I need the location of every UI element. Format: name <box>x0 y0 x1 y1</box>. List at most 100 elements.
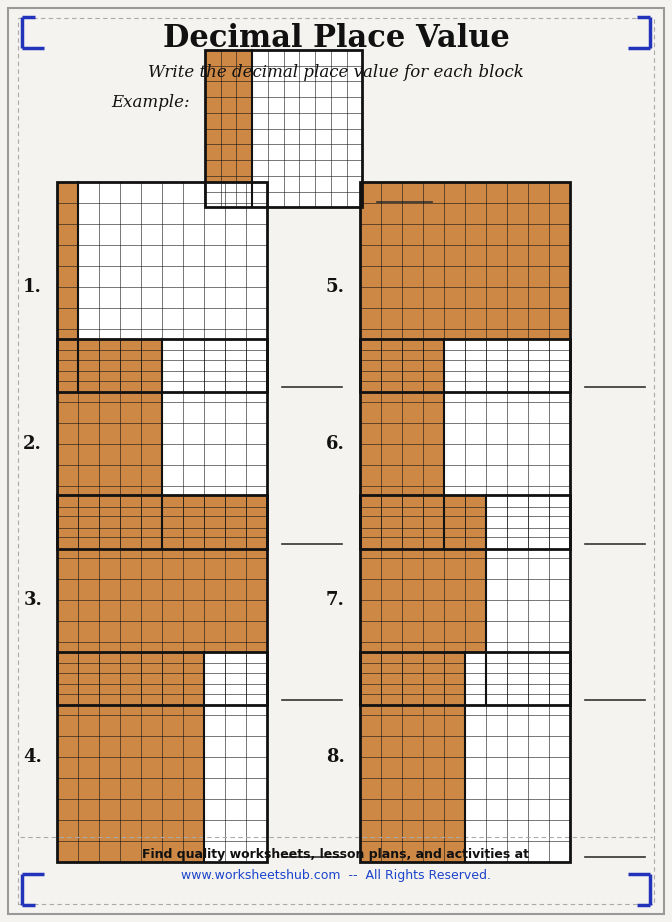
Bar <box>57 308 78 329</box>
Bar <box>99 643 120 663</box>
Bar <box>360 694 380 715</box>
Bar <box>183 495 204 516</box>
Bar <box>162 443 183 465</box>
Bar <box>315 160 331 176</box>
Bar <box>225 757 246 778</box>
Bar <box>485 778 507 799</box>
Bar <box>225 778 246 799</box>
Bar <box>183 778 204 799</box>
Bar <box>380 621 402 643</box>
Bar <box>360 820 380 841</box>
Bar <box>183 486 204 506</box>
Bar <box>464 516 485 538</box>
Bar <box>360 506 380 527</box>
Bar <box>225 371 246 392</box>
Bar <box>220 113 237 129</box>
Bar <box>507 841 528 862</box>
Bar <box>401 329 423 349</box>
Bar <box>548 495 570 516</box>
Bar <box>78 527 99 549</box>
Bar <box>360 495 569 705</box>
Bar <box>120 643 141 663</box>
Bar <box>162 579 183 600</box>
Bar <box>99 673 120 694</box>
Bar <box>401 538 423 559</box>
Bar <box>120 338 141 360</box>
Bar <box>183 516 204 538</box>
Bar <box>120 799 141 820</box>
Bar <box>401 841 423 862</box>
Bar <box>252 50 268 65</box>
Bar <box>360 652 569 862</box>
Bar <box>507 203 528 224</box>
Bar <box>141 527 162 549</box>
Bar <box>507 736 528 757</box>
Bar <box>444 465 464 486</box>
Bar <box>78 224 99 245</box>
Bar <box>548 381 570 402</box>
Bar <box>78 422 99 443</box>
Bar <box>485 673 507 694</box>
Bar <box>246 579 267 600</box>
Bar <box>380 559 402 579</box>
Bar <box>205 176 220 192</box>
Bar <box>548 820 570 841</box>
Bar <box>57 506 78 527</box>
Bar <box>444 621 464 643</box>
Bar <box>99 736 120 757</box>
Bar <box>183 287 204 308</box>
Bar <box>246 266 267 287</box>
Bar <box>507 465 528 486</box>
Bar <box>548 841 570 862</box>
Bar <box>347 129 362 145</box>
Bar <box>485 600 507 621</box>
Bar <box>380 694 402 715</box>
Bar <box>99 621 120 643</box>
Bar <box>246 600 267 621</box>
Bar <box>237 145 252 160</box>
Bar <box>141 443 162 465</box>
Bar <box>225 182 246 203</box>
Bar <box>548 621 570 643</box>
Bar <box>347 65 362 81</box>
Bar <box>141 287 162 308</box>
Bar <box>380 652 402 673</box>
Bar <box>57 349 78 371</box>
Bar <box>331 129 347 145</box>
Bar <box>141 663 162 684</box>
Bar <box>444 266 464 287</box>
Bar <box>120 203 141 224</box>
Bar <box>485 266 507 287</box>
Bar <box>401 245 423 266</box>
Bar <box>380 663 402 684</box>
Bar <box>78 652 99 673</box>
Bar <box>360 527 380 549</box>
Bar <box>78 245 99 266</box>
Bar <box>380 182 402 203</box>
Bar <box>380 506 402 527</box>
Bar <box>464 757 485 778</box>
Bar <box>57 820 78 841</box>
Bar <box>141 371 162 392</box>
Bar <box>204 600 225 621</box>
Bar <box>183 422 204 443</box>
Bar <box>528 287 548 308</box>
Text: Decimal Place Value: Decimal Place Value <box>163 22 509 53</box>
Bar <box>464 663 485 684</box>
Bar <box>423 559 444 579</box>
Bar <box>99 402 120 422</box>
Bar <box>99 652 120 673</box>
Bar <box>141 266 162 287</box>
Bar <box>141 486 162 506</box>
Bar <box>204 516 225 538</box>
Bar <box>78 465 99 486</box>
Bar <box>57 486 78 506</box>
Bar <box>528 443 548 465</box>
Bar <box>183 663 204 684</box>
Bar <box>78 338 99 360</box>
Bar <box>528 422 548 443</box>
Bar <box>507 443 528 465</box>
Bar <box>120 224 141 245</box>
Bar <box>162 329 183 349</box>
Bar <box>347 160 362 176</box>
